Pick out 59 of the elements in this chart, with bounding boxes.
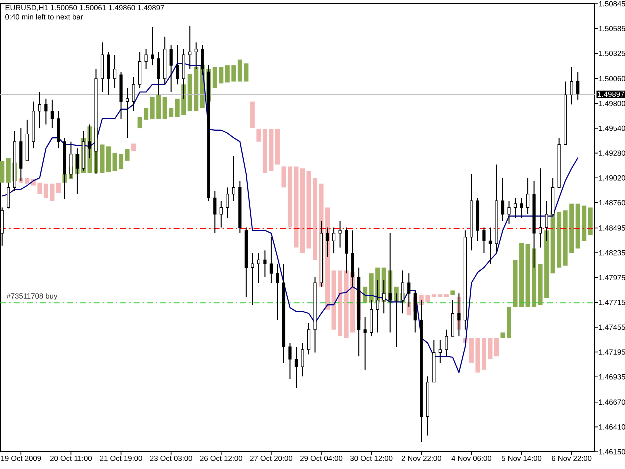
candlestick [107,52,110,96]
candlestick [307,322,311,356]
candlestick [501,178,505,222]
candlestick [326,227,330,258]
candlestick [50,99,54,130]
candlestick [364,316,367,370]
bar [275,129,280,165]
candlestick [232,156,236,202]
bar [300,168,306,254]
candlestick [113,54,117,89]
candlestick [576,72,580,100]
candlestick [170,45,173,93]
candlestick [57,110,60,150]
candlestick [508,200,511,224]
bar [256,129,262,142]
candlestick [338,220,342,248]
candlestick [44,98,48,126]
candlestick [226,187,230,219]
candlestick [251,253,254,306]
candlestick [126,88,130,139]
candlestick [220,200,223,228]
candlestick [257,253,260,284]
candlestick [188,26,192,70]
candlestick [570,66,574,106]
candlestick [214,191,217,234]
candlestick [526,178,530,215]
candlestick [451,300,454,338]
bar [450,290,456,296]
candlestick [294,346,298,389]
bar [494,338,499,357]
bar [56,182,61,194]
candlestick [514,198,518,219]
bar [444,294,449,298]
candlestick [332,227,336,254]
candlestick [482,227,486,254]
candlestick [538,168,542,248]
candlestick [151,26,154,66]
candlestick [264,250,267,278]
candlestick [138,52,142,89]
bar [250,102,255,129]
candlestick [132,76,136,112]
candlestick [388,232,392,334]
candlestick [270,236,274,284]
candlestick [301,342,304,378]
bar [125,150,130,161]
candlestick [176,45,180,86]
bar [588,208,593,236]
candlestick [38,92,42,130]
candlestick [100,42,104,93]
candlestick [520,198,524,219]
candlestick [288,342,292,380]
candlestick [438,340,442,364]
bar [282,166,286,188]
candlestick [144,48,148,70]
candlestick [276,264,280,321]
candlestick [445,329,448,358]
bar [132,144,136,152]
candlestick [488,227,492,265]
candlestick [458,293,461,338]
